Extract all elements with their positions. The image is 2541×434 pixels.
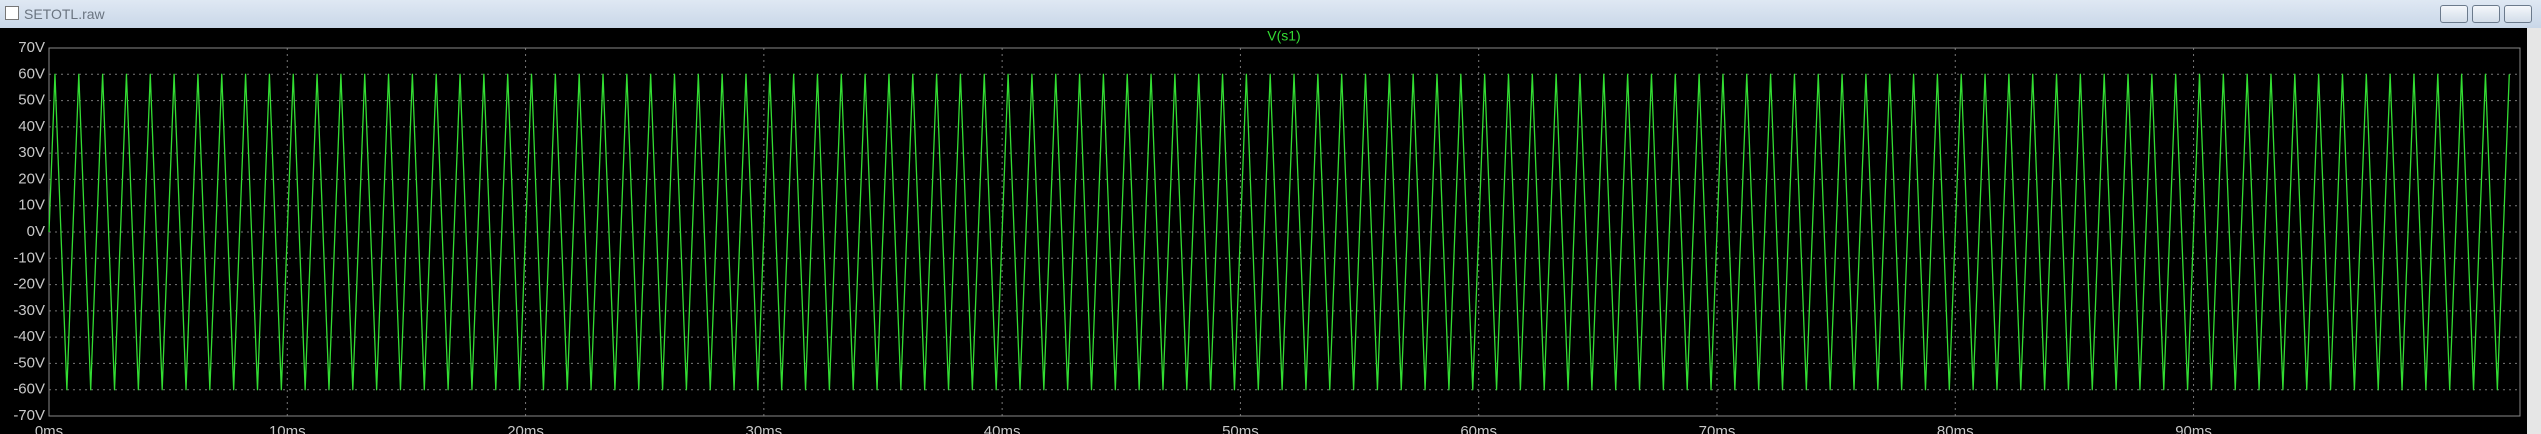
y-tick-label: 0V (27, 223, 45, 240)
y-tick-label: 30V (18, 144, 45, 161)
x-tick-label: 70ms (1699, 423, 1736, 434)
side-strip (2527, 28, 2541, 434)
x-tick-label: 20ms (507, 423, 544, 434)
x-tick-label: 90ms (2175, 423, 2212, 434)
y-tick-label: 20V (18, 170, 45, 187)
chart: V(s1) 70V 60V 50V 40V 30V 20V 10V 0V -10V -20V -30… (0, 28, 2541, 434)
y-tick-label: -40V (13, 328, 45, 345)
x-tick-label: 80ms (1937, 423, 1974, 434)
x-tick-label: 10ms (269, 423, 306, 434)
y-tick-label: 10V (18, 197, 45, 214)
x-tick-label: 0ms (35, 423, 63, 434)
plot-background (0, 28, 2527, 434)
y-tick-label: -50V (13, 354, 45, 371)
minimize-button[interactable] (2440, 5, 2468, 23)
y-tick-label: 40V (18, 118, 45, 135)
y-tick-label: -10V (13, 249, 45, 266)
y-tick-label: -70V (13, 407, 45, 424)
title-bar: SETOTL.raw (0, 0, 2541, 29)
restore-button[interactable] (2472, 5, 2500, 23)
y-tick-label: 50V (18, 92, 45, 109)
window-title: SETOTL.raw (24, 6, 105, 22)
y-tick-label: -30V (13, 302, 45, 319)
y-tick-label: 60V (18, 65, 45, 82)
y-tick-label: -20V (13, 276, 45, 293)
app-icon (5, 6, 19, 20)
close-button[interactable] (2504, 5, 2532, 23)
chart-title: V(s1) (1267, 28, 1300, 44)
x-tick-label: 30ms (746, 423, 783, 434)
x-tick-label: 40ms (984, 423, 1021, 434)
x-tick-label: 60ms (1460, 423, 1497, 434)
waveform (48, 73, 2510, 391)
y-tick-label: 70V (18, 39, 45, 56)
x-tick-label: 50ms (1222, 423, 1259, 434)
y-tick-label: -60V (13, 381, 45, 398)
